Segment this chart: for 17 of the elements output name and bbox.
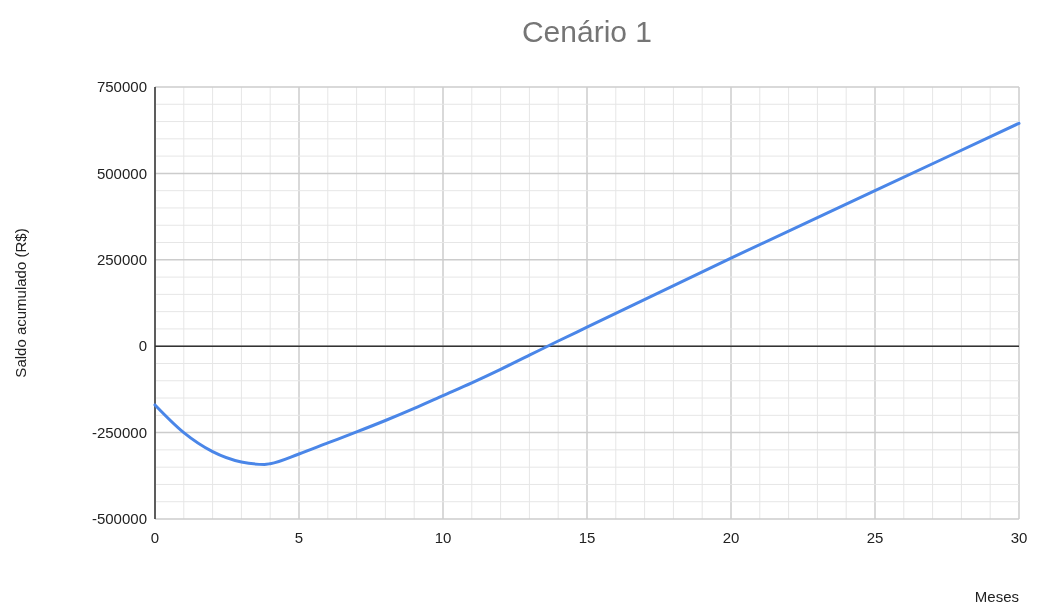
x-tick-label: 30 [1010, 529, 1028, 546]
y-tick-label: 0 [138, 337, 147, 355]
x-tick-label: 15 [578, 529, 596, 546]
x-tick-label: 20 [722, 529, 740, 546]
x-tick-label: 5 [294, 529, 304, 546]
y-tick-label: -500000 [91, 510, 147, 528]
y-tick-label: 750000 [96, 78, 147, 96]
y-tick-label: 250000 [96, 251, 147, 269]
y-tick-label: -250000 [91, 423, 147, 441]
x-tick-label: 0 [150, 529, 160, 546]
y-tick-label: 500000 [96, 164, 147, 182]
x-axis-title: Meses [974, 588, 1019, 605]
line-series [153, 121, 1021, 466]
x-tick-label: 10 [434, 529, 452, 546]
chart-title: Cenário 1 [521, 15, 653, 48]
x-tick-label: 25 [866, 529, 884, 546]
y-axis-title: Saldo acumulado (R$) [12, 228, 29, 378]
